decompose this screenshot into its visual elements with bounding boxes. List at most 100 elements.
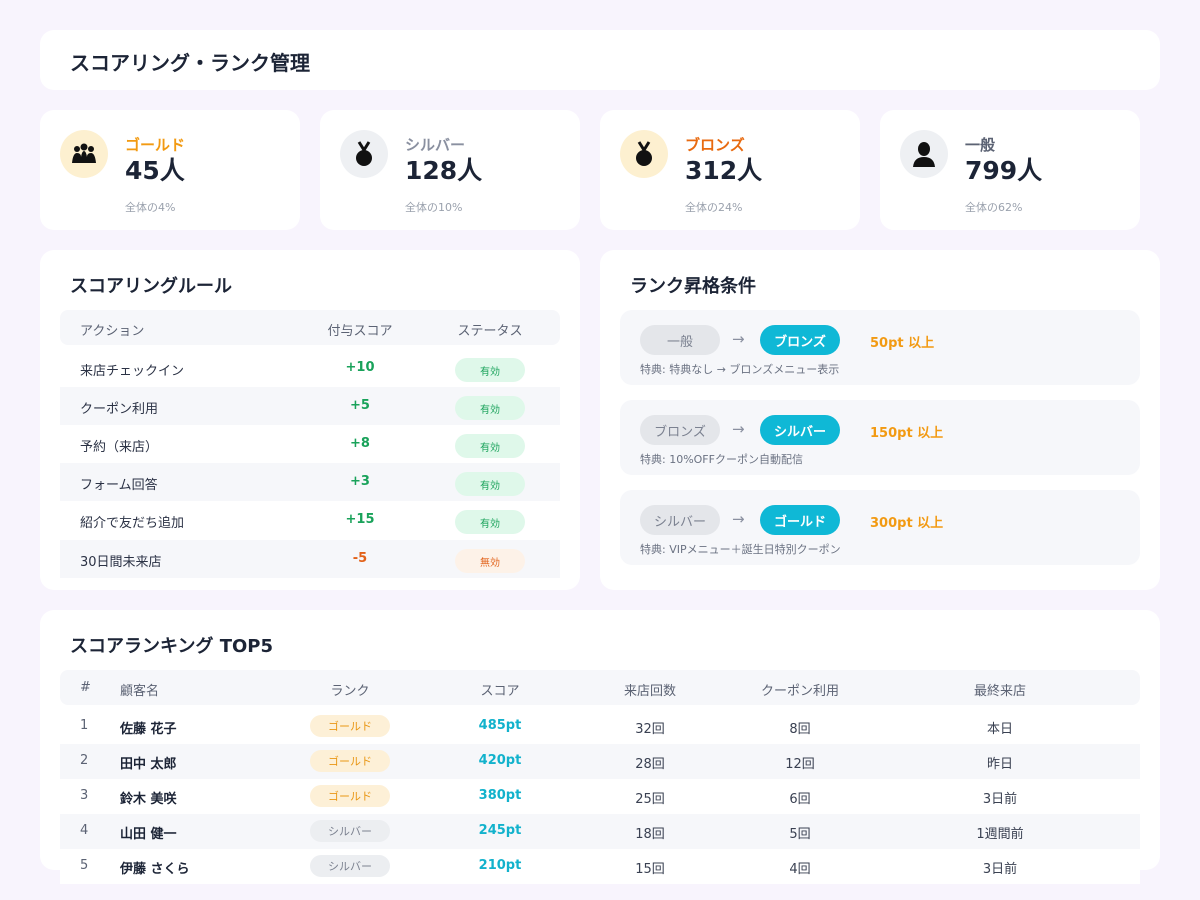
from-rank-pill: 一般 xyxy=(640,325,720,355)
score-ranking-panel: スコアランキング TOP5 # 顧客名 ランク スコア 来店回数 クーポン利用 … xyxy=(40,610,1160,870)
last-visit: 3日前 xyxy=(982,792,1018,807)
rank-share: 全体の10% xyxy=(405,201,463,214)
section-title: スコアランキング TOP5 xyxy=(70,636,274,657)
medal-icon xyxy=(620,130,668,178)
customer-name[interactable]: 伊藤 さくら xyxy=(120,862,190,877)
rule-score: -5 xyxy=(352,551,368,566)
rank-name: シルバー xyxy=(405,136,466,154)
column-header: ステータス xyxy=(457,324,523,339)
rank-count: 128人 xyxy=(405,156,483,185)
rank-number: 3 xyxy=(80,788,89,803)
rank-name: 一般 xyxy=(965,136,996,154)
customer-name[interactable]: 田中 太郎 xyxy=(120,757,177,772)
promotion-requirement: 50pt 以上 xyxy=(870,336,935,351)
rule-action: 紹介で友だち追加 xyxy=(80,516,185,531)
person-icon xyxy=(900,130,948,178)
customer-score: 380pt xyxy=(478,788,522,803)
rank-badge: ゴールド xyxy=(310,750,390,772)
customer-name[interactable]: 佐藤 花子 xyxy=(120,722,177,737)
rule-score: +5 xyxy=(350,398,370,413)
table-row[interactable]: クーポン利用 +5 有効 xyxy=(60,387,560,425)
table-row[interactable]: 4 山田 健一 シルバー 245pt 18回 5回 1週間前 xyxy=(60,814,1140,849)
rank-card-silver[interactable]: シルバー 128人 全体の10% xyxy=(320,110,580,230)
status-badge[interactable]: 無効 xyxy=(455,549,525,573)
rank-badge: ゴールド xyxy=(310,715,390,737)
table-row[interactable]: 3 鈴木 美咲 ゴールド 380pt 25回 6回 3日前 xyxy=(60,779,1140,814)
coupon-count: 12回 xyxy=(785,757,815,772)
last-visit: 1週間前 xyxy=(976,827,1024,842)
rank-card-bronze[interactable]: ブロンズ 312人 全体の24% xyxy=(600,110,860,230)
table-row[interactable]: フォーム回答 +3 有効 xyxy=(60,463,560,501)
column-header: 顧客名 xyxy=(120,684,160,699)
promotion-condition[interactable]: ブロンズ → シルバー 150pt 以上 特典: 10%OFFクーポン自動配信 xyxy=(620,400,1140,475)
promotion-condition[interactable]: シルバー → ゴールド 300pt 以上 特典: VIPメニュー＋誕生日特別クー… xyxy=(620,490,1140,565)
table-row[interactable]: 2 田中 太郎 ゴールド 420pt 28回 12回 昨日 xyxy=(60,744,1140,779)
status-badge[interactable]: 有効 xyxy=(455,358,525,382)
visit-count: 15回 xyxy=(635,862,665,877)
rank-count: 45人 xyxy=(125,156,185,185)
customer-name[interactable]: 山田 健一 xyxy=(120,827,177,842)
table-row[interactable]: 30日間未来店 -5 無効 xyxy=(60,540,560,578)
status-badge[interactable]: 有効 xyxy=(455,472,525,496)
rule-score: +15 xyxy=(345,512,375,527)
rank-name: ブロンズ xyxy=(685,136,745,154)
column-header: ランク xyxy=(330,684,370,699)
rank-badge: ゴールド xyxy=(310,785,390,807)
visit-count: 25回 xyxy=(635,792,665,807)
column-header: 最終来店 xyxy=(973,684,1026,699)
rank-number: 2 xyxy=(80,753,89,768)
status-badge[interactable]: 有効 xyxy=(455,396,525,420)
rule-action: 30日間未来店 xyxy=(80,555,162,570)
table-row[interactable]: 5 伊藤 さくら シルバー 210pt 15回 4回 3日前 xyxy=(60,849,1140,884)
status-badge[interactable]: 有効 xyxy=(455,434,525,458)
arrow-right-icon: → xyxy=(732,510,745,528)
visit-count: 18回 xyxy=(635,827,665,842)
customer-score: 245pt xyxy=(478,823,522,838)
table-row[interactable]: 来店チェックイン +10 有効 xyxy=(60,349,560,387)
promotion-perk: 特典: 特典なし → ブロンズメニュー表示 xyxy=(640,363,840,376)
table-row[interactable]: 1 佐藤 花子 ゴールド 485pt 32回 8回 本日 xyxy=(60,709,1140,744)
status-badge[interactable]: 有効 xyxy=(455,510,525,534)
rule-score: +8 xyxy=(350,436,370,451)
to-rank-pill: ブロンズ xyxy=(760,325,840,355)
promotion-perk: 特典: 10%OFFクーポン自動配信 xyxy=(640,453,803,466)
rule-score: +10 xyxy=(345,360,375,375)
rank-card-gold[interactable]: ゴールド 45人 全体の4% xyxy=(40,110,300,230)
rule-action: クーポン利用 xyxy=(80,402,159,417)
table-header: アクション 付与スコア ステータス xyxy=(60,310,560,345)
rank-share: 全体の62% xyxy=(965,201,1023,214)
rank-badge: シルバー xyxy=(310,820,390,842)
arrow-right-icon: → xyxy=(732,330,745,348)
coupon-count: 6回 xyxy=(789,792,811,807)
customer-name[interactable]: 鈴木 美咲 xyxy=(120,792,177,807)
promotion-requirement: 300pt 以上 xyxy=(870,516,944,531)
promotion-condition[interactable]: 一般 → ブロンズ 50pt 以上 特典: 特典なし → ブロンズメニュー表示 xyxy=(620,310,1140,385)
rank-promotion-panel: ランク昇格条件 一般 → ブロンズ 50pt 以上 特典: 特典なし → ブロン… xyxy=(600,250,1160,590)
rank-name: ゴールド xyxy=(125,136,186,154)
page-header: スコアリング・ランク管理 xyxy=(40,30,1160,90)
rank-count: 799人 xyxy=(965,156,1043,185)
rank-badge: シルバー xyxy=(310,855,390,877)
rule-action: 予約（来店） xyxy=(80,440,159,455)
scoring-rules-panel: スコアリングルール アクション 付与スコア ステータス 来店チェックイン +10… xyxy=(40,250,580,590)
rank-share: 全体の24% xyxy=(685,201,743,214)
customer-score: 420pt xyxy=(478,753,522,768)
rule-score: +3 xyxy=(350,474,370,489)
column-header: # xyxy=(80,680,91,695)
rule-action: 来店チェックイン xyxy=(80,364,185,379)
rank-count: 312人 xyxy=(685,156,763,185)
section-title: スコアリングルール xyxy=(70,276,232,297)
last-visit: 本日 xyxy=(986,722,1013,737)
column-header: スコア xyxy=(480,684,520,699)
visit-count: 28回 xyxy=(635,757,665,772)
coupon-count: 5回 xyxy=(789,827,811,842)
column-header: 来店回数 xyxy=(623,684,676,699)
rank-number: 5 xyxy=(80,858,89,873)
coupon-count: 8回 xyxy=(789,722,811,737)
rank-card-general[interactable]: 一般 799人 全体の62% xyxy=(880,110,1140,230)
visit-count: 32回 xyxy=(635,722,665,737)
from-rank-pill: シルバー xyxy=(640,505,720,535)
table-row[interactable]: 紹介で友だち追加 +15 有効 xyxy=(60,501,560,539)
rank-number: 1 xyxy=(80,718,89,733)
table-row[interactable]: 予約（来店） +8 有効 xyxy=(60,425,560,463)
